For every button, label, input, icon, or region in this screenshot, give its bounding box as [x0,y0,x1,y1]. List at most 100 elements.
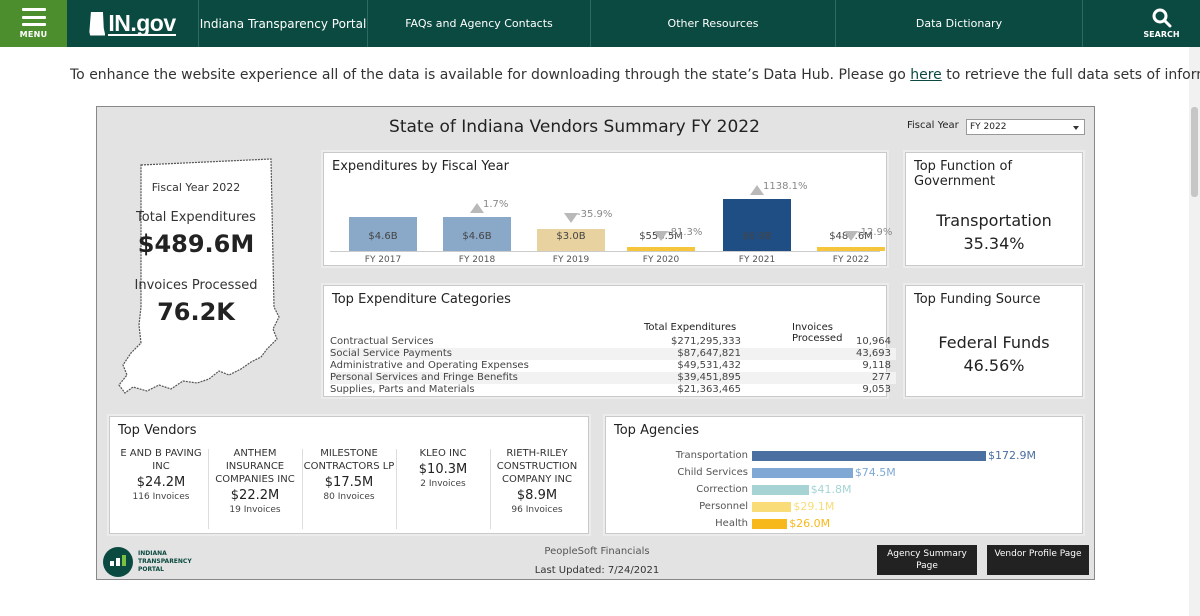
table-row[interactable]: Contractual Services $271,295,333 10,964 [330,336,896,348]
nav-faqs[interactable]: FAQs and Agency Contacts [368,0,591,47]
search-icon [1152,8,1171,28]
triangle-up-icon [470,202,484,213]
top-function-name: Transportation [936,211,1052,230]
data-source: PeopleSoft Financials [544,546,650,557]
vendor-invoices: 80 Invoices [323,492,375,502]
data-hub-link[interactable]: here [910,67,942,83]
ingov-logo[interactable]: IN.gov [67,0,199,47]
category-invoices: 9,053 [862,384,891,395]
top-funding-name: Federal Funds [938,333,1050,352]
invoices-processed-value: 76.2K [157,298,235,326]
triangle-up-icon [750,185,764,196]
fiscal-year-value: FY 2022 [970,122,1007,132]
search-label: SEARCH [1143,30,1180,39]
nav-transparency-portal[interactable]: Indiana Transparency Portal [199,0,368,47]
notice-text-after: to retrieve the full data sets of inform… [946,67,1200,83]
fy-bar[interactable] [627,246,695,251]
triangle-down-icon [564,212,578,223]
vendors-dashboard: State of Indiana Vendors Summary FY 2022… [96,106,1095,580]
agency-bar[interactable] [752,468,853,478]
fy-bar-label: $4.6B [368,231,398,242]
search-button[interactable]: SEARCH [1123,0,1200,47]
category-invoices: 10,964 [856,336,891,347]
page-scrollbar[interactable] [1189,47,1200,616]
agency-value-label: $172.9M [988,449,1036,462]
agency-summary-button[interactable]: Agency Summary Page [877,545,977,575]
nav-other-resources[interactable]: Other Resources [591,0,836,47]
table-row[interactable]: Personal Services and Fringe Benefits $39… [330,372,896,384]
fiscal-year-select[interactable]: FY 2022 [966,119,1085,135]
fy-bar[interactable] [443,216,511,251]
vendor-item[interactable]: MILESTONE CONTRACTORS LP $17.5M 80 Invoice… [302,447,396,533]
category-invoices: 43,693 [856,348,891,359]
vendor-name: E AND B PAVING INC [120,448,202,472]
vendor-item[interactable]: RIETH-RILEY CONSTRUCTION COMPANY INC $8.9… [490,447,584,533]
fiscal-year-label: Fiscal Year [907,120,959,131]
fy-bar[interactable] [817,247,885,251]
menu-button[interactable]: MENU [0,0,67,47]
logo-text: IN.gov [108,9,176,36]
vendor-invoices: 116 Invoices [132,492,190,502]
vendor-name: MILESTONE CONTRACTORS LP [303,448,395,472]
vendor-item[interactable]: ANTHEM INSURANCE COMPANIES INC $22.2M 19 I… [208,447,302,533]
vendor-invoices: 19 Invoices [229,505,281,515]
top-categories-title: Top Expenditure Categories [332,292,511,307]
table-row[interactable]: Social Service Payments $87,647,821 43,693 [330,348,896,360]
indiana-state-icon [89,11,106,36]
fy-bar[interactable] [349,216,417,251]
notice-text-before: To enhance the website experience all of… [70,67,911,83]
vendor-item[interactable]: E AND B PAVING INC $24.2M 116 Invoices [114,447,208,533]
agency-bar[interactable] [752,519,788,529]
top-function-card: Top Function of Government Transportatio… [905,152,1083,266]
table-row[interactable]: Administrative and Operating Expenses $49… [330,360,896,372]
logo-line-2: TRANSPARENCY [138,558,192,565]
summary-fiscal-year: Fiscal Year 2022 [151,181,241,194]
vendor-invoices: 96 Invoices [511,505,563,515]
hamburger-icon [21,8,46,26]
category-total: $49,531,432 [677,360,741,371]
category-name: Contractual Services [330,336,434,347]
logo-line-1: INDIANA [138,550,167,557]
fy-change-label: -35.9% [577,208,613,220]
fy-change-label: -12.9% [857,227,893,239]
fy-bar[interactable] [537,228,605,251]
agency-bar[interactable] [752,485,809,495]
last-updated: Last Updated: 7/24/2021 [534,565,660,576]
top-function-pct: 35.34% [963,234,1025,253]
fy-change-label: 1.7% [483,198,509,210]
fy-tick-label: FY 2018 [458,255,496,265]
category-name: Supplies, Parts and Materials [330,384,475,395]
site-header: MENU IN.gov Indiana Transparency Portal … [0,0,1200,47]
table-row[interactable]: Supplies, Parts and Materials $21,363,465… [330,384,896,396]
fy-change-label: -81.3% [667,226,703,238]
triangle-down-icon [844,231,858,242]
top-agencies-card: Top Agencies Transportation $172.9M Child … [605,416,1083,534]
vendor-profile-button[interactable]: Vendor Profile Page [987,545,1089,575]
fy-bar[interactable] [723,199,791,251]
vendor-item[interactable]: KLEO INC $10.3M 2 Invoices [396,447,490,533]
menu-label: MENU [19,30,48,39]
nav-data-dictionary[interactable]: Data Dictionary [836,0,1083,47]
fy-bar-label: $3.0B [556,231,586,242]
vendor-invoices: 2 Invoices [420,479,466,489]
agency-value-label: $41.8M [810,483,852,496]
expenditures-by-fy-card: Expenditures by Fiscal Year $4.6B FY 2017… [323,152,892,266]
category-invoices: 277 [871,372,891,383]
category-total: $39,451,895 [677,372,741,383]
agency-label: Health [715,518,748,529]
category-total: $21,363,465 [677,384,741,395]
indiana-map-icon [118,158,280,394]
top-agencies-title: Top Agencies [614,423,699,438]
category-invoices: 9,118 [862,360,891,371]
col-invoices-processed: Invoices Processed [792,322,843,344]
transparency-portal-logo-icon [103,547,133,577]
total-expenditures-value: $489.6M [137,230,255,258]
agency-label: Personnel [699,501,748,512]
vendor-name: RIETH-RILEY CONSTRUCTION COMPANY INC [496,448,578,485]
fy-change-label: 1138.1% [763,181,808,193]
scrollbar-thumb[interactable] [1191,107,1198,197]
vendor-divider [396,449,397,529]
agency-bar[interactable] [752,502,792,512]
agency-bar[interactable] [752,451,986,461]
agency-value-label: $29.1M [793,500,835,513]
